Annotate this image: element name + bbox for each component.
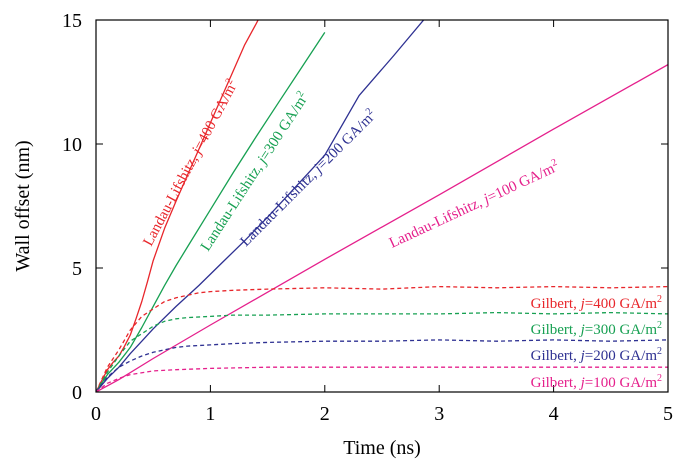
- axis-ticks: 0 1 2 3 4 5 0 5 10 15: [62, 10, 673, 425]
- y-tick-label: 5: [72, 258, 82, 280]
- series-labels: Landau-Lifshitz, j=400 GA/m2Landau-Lifsh…: [140, 77, 662, 391]
- x-tick-label: 2: [320, 403, 330, 425]
- series-line-7: [96, 366, 668, 392]
- series-label-7: Gilbert, j=100 GA/m2: [531, 373, 662, 391]
- series-layer: [96, 20, 668, 392]
- x-tick-label: 3: [434, 403, 444, 425]
- series-label-4: Gilbert, j=400 GA/m2: [531, 294, 662, 312]
- plot-frame: [95, 19, 669, 393]
- series-line-6: [96, 339, 668, 392]
- y-tick-label: 0: [72, 382, 82, 404]
- series-line-5: [96, 311, 668, 392]
- series-label-3: Landau-Lifshitz, j=100 GA/m2: [386, 157, 562, 252]
- series-line-3: [96, 64, 668, 392]
- y-tick-label: 10: [62, 134, 82, 156]
- series-line-4: [96, 285, 668, 392]
- x-tick-label: 1: [205, 403, 215, 425]
- x-tick-label: 5: [663, 403, 673, 425]
- series-label-6: Gilbert, j=200 GA/m2: [531, 346, 662, 364]
- y-tick-label: 15: [62, 10, 82, 32]
- x-tick-label: 4: [549, 403, 559, 425]
- series-line-2: [96, 20, 425, 392]
- x-axis-title: Time (ns): [343, 437, 421, 459]
- series-line-1: [96, 32, 326, 392]
- x-tick-label: 0: [91, 403, 101, 425]
- series-label-5: Gilbert, j=300 GA/m2: [531, 320, 662, 338]
- y-axis-title: Wall offset (nm): [12, 140, 34, 271]
